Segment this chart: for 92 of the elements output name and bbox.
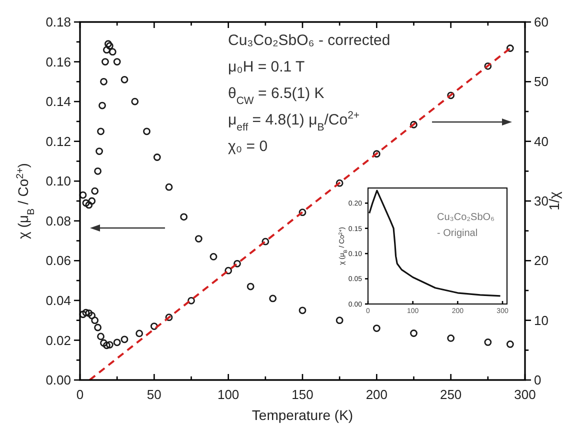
point [336,316,344,324]
point [131,98,139,106]
point [120,76,128,84]
annotation: θ$_{CW}$ = 6.5(1) K [228,85,324,107]
x-tick-label: 0 [76,387,84,402]
x-tick-label: 50 [146,387,162,402]
point [98,102,106,110]
point [102,58,109,66]
point [88,312,96,320]
point [97,128,104,136]
point [165,183,173,191]
point [298,208,306,216]
point [103,46,110,54]
point [82,308,90,316]
point [447,92,455,100]
point [372,324,380,332]
y-tick-label: 0.14 [46,94,71,110]
annotation: χ₀ = 0 [228,138,268,155]
y2-tick-label: 60 [534,14,548,30]
x-tick-label: 200 [366,387,388,402]
point [113,338,121,346]
y-tick-label: 0.18 [46,14,71,30]
point [165,314,173,322]
point [143,128,150,136]
y-tick-label: 0.08 [46,213,71,228]
y-tick-label: 0.04 [46,292,71,308]
point [85,309,93,317]
y2-tick-label: 10 [534,312,548,328]
point [106,341,114,348]
line-series [368,190,502,297]
point [262,238,270,246]
point [484,62,492,70]
point [79,310,87,318]
point [506,44,514,52]
point [410,330,418,337]
point [113,58,121,66]
x-tick-label: 150 [292,387,314,402]
point [336,179,344,187]
point [82,199,90,207]
point [100,78,108,86]
point [150,322,158,330]
y2-tick-label: 50 [534,74,548,90]
point [88,197,96,205]
point [246,282,254,290]
point [234,260,241,268]
annotation: Cu₃Co₂SbO₆ - corrected [228,32,390,49]
y-tick-label: 0.12 [46,134,71,149]
point [91,187,99,195]
point [79,191,87,199]
x-tick-label: 100 [217,387,240,402]
point [120,336,128,344]
point [180,213,188,221]
x-tick-label: 300 [514,387,536,402]
x-axis-title: Temperature (K) [252,407,354,423]
annotation: - Original [437,228,478,239]
point [298,306,306,314]
point [269,294,277,302]
point [106,42,114,50]
y2-tick-label: 0 [534,372,542,388]
point [506,340,514,348]
point [94,324,102,332]
y2-tick-label: 20 [534,253,548,268]
point [97,332,104,340]
point [96,148,103,155]
y-tick-label: 0.10 [46,174,71,189]
point [210,252,218,260]
y-tick-label: 0.02 [46,332,71,348]
point [91,316,99,324]
point [194,235,202,242]
point [104,40,112,48]
y-tick-label: 0.06 [46,253,71,268]
y-tick-label: 0.16 [46,54,71,70]
y2-tick-label: 40 [534,134,548,149]
annotation: Cu₃Co₂SbO₆ [437,212,495,223]
y2-tick-label: 30 [534,194,548,209]
point [94,167,102,175]
point [100,339,108,347]
point [108,48,116,56]
point [136,330,144,338]
point [153,154,161,161]
point [447,334,455,342]
x-tick-label: 250 [440,387,462,402]
annotation: μ$_{eff}$ = 4.8(1) μ$_{B}$/Co$^{2+}$ [228,110,360,134]
point [484,338,492,346]
point [372,150,380,158]
point [103,342,110,350]
point [410,120,418,128]
point [188,296,195,304]
point [85,201,93,209]
y-tick-label: 0.00 [46,372,71,388]
point [224,266,232,274]
annotation: μ₀H = 0.1 T [228,58,305,76]
